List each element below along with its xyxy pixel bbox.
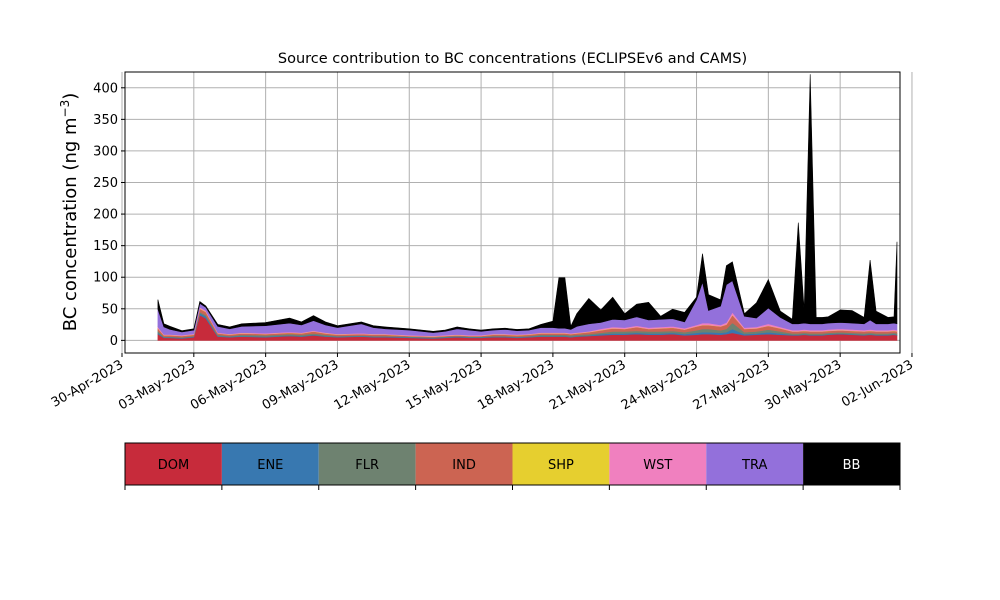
- legend-swatch-dom: [125, 443, 222, 485]
- y-tick-label: 350: [93, 113, 118, 128]
- legend-swatch-ind: [415, 443, 513, 485]
- legend-label-ene: ENE: [257, 458, 283, 473]
- legend-label-shp: SHP: [548, 458, 574, 473]
- y-axis: 0 50 100 150 200 250 300 350 400: [93, 81, 125, 349]
- y-tick-label: 250: [93, 176, 118, 191]
- plot-frame: [124, 71, 901, 354]
- grid-lines: [121, 72, 913, 353]
- legend-swatch-bb: [803, 443, 900, 485]
- y-tick-label: 300: [93, 144, 118, 159]
- y-tick-label: 150: [93, 239, 118, 254]
- legend-label-wst: WST: [643, 458, 672, 473]
- y-tick-label: 50: [101, 302, 118, 317]
- legend-swatch-tra: [706, 443, 804, 485]
- legend-swatch-wst: [609, 443, 707, 485]
- legend-label-dom: DOM: [158, 458, 189, 473]
- chart-title: Source contribution to BC concentrations…: [278, 51, 747, 67]
- y-tick-label: 0: [110, 334, 118, 349]
- y-tick-label: 200: [93, 208, 118, 223]
- y-axis-label: BC concentration (ng m−3): [58, 93, 81, 332]
- stacked-areas: [157, 74, 898, 341]
- legend-label-flr: FLR: [355, 458, 379, 473]
- legend-label-ind: IND: [452, 458, 476, 473]
- legend-swatch-flr: [318, 443, 416, 485]
- legend-colorbar: DOM ENE FLR IND SHP WST TRA BB: [124, 442, 901, 490]
- y-tick-label: 100: [93, 271, 118, 286]
- legend-label-tra: TRA: [741, 458, 767, 473]
- legend-swatch-ene: [221, 443, 319, 485]
- area-series-bb: [157, 74, 898, 333]
- y-tick-label: 400: [93, 81, 118, 96]
- legend-label-bb: BB: [843, 458, 861, 473]
- legend-swatch-shp: [512, 443, 610, 485]
